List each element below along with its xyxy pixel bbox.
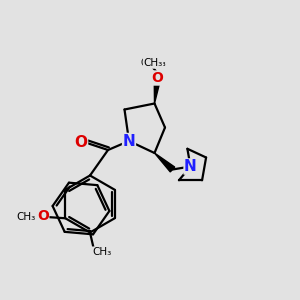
- Text: N: N: [123, 134, 135, 148]
- Text: OCH₃: OCH₃: [140, 58, 166, 68]
- Text: O: O: [74, 135, 88, 150]
- Text: CH₃: CH₃: [92, 247, 112, 257]
- Text: CH₃: CH₃: [143, 58, 163, 68]
- Text: CH₃: CH₃: [17, 212, 36, 222]
- Text: O: O: [37, 209, 49, 223]
- Polygon shape: [154, 78, 161, 104]
- Text: O: O: [152, 71, 164, 85]
- Text: N: N: [184, 159, 197, 174]
- Polygon shape: [154, 153, 175, 172]
